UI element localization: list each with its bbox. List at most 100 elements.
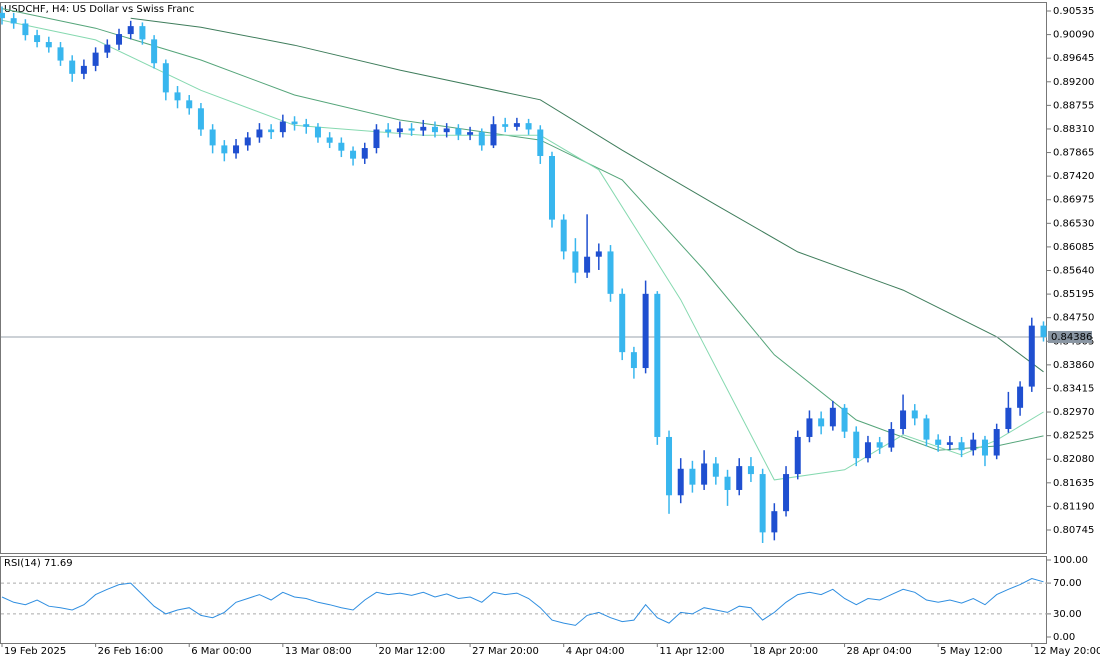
candle-body <box>34 35 41 43</box>
rsi-tick-label: 30.00 <box>1053 609 1082 620</box>
y-tick-label: 0.82525 <box>1053 431 1094 442</box>
candle-body <box>712 463 719 477</box>
candle-body <box>326 137 333 143</box>
y-tick-label: 0.88310 <box>1053 124 1094 135</box>
x-tick-label: 28 Apr 04:00 <box>847 646 912 657</box>
rsi-title: RSI(14) 71.69 <box>4 558 73 569</box>
y-tick-label: 0.85640 <box>1053 266 1094 277</box>
rsi-tick-label: 100.00 <box>1053 555 1088 566</box>
y-tick-label: 0.82080 <box>1053 454 1094 465</box>
y-tick-label: 0.83860 <box>1053 360 1094 371</box>
x-tick-label: 19 Feb 2025 <box>4 646 66 657</box>
x-tick-label: 18 Apr 20:00 <box>753 646 818 657</box>
candle-body <box>396 128 403 133</box>
y-tick-label: 0.90535 <box>1053 6 1094 17</box>
candle-body <box>888 429 895 448</box>
candle-body <box>981 439 988 456</box>
candle-body <box>139 26 146 40</box>
price-label-box <box>1048 330 1092 343</box>
candle-body <box>747 466 754 475</box>
moving-average <box>1 19 1044 481</box>
candle-body <box>10 18 17 24</box>
candle-body <box>490 124 497 146</box>
candle-body <box>689 468 696 485</box>
candle-body <box>233 145 240 154</box>
moving-average <box>130 17 1044 373</box>
candle-body <box>420 126 427 131</box>
candle-body <box>338 142 345 151</box>
candle-body <box>361 148 368 159</box>
candle-body <box>104 44 111 53</box>
candle-body <box>829 407 836 427</box>
rsi-tick-label: 0.00 <box>1053 632 1075 643</box>
candle-body <box>80 65 87 74</box>
x-tick-label: 26 Feb 16:00 <box>98 646 164 657</box>
candle-body <box>116 34 123 45</box>
candle-body <box>443 128 450 133</box>
candle-body <box>57 47 64 61</box>
candle-body <box>946 442 953 445</box>
candle-body <box>303 124 310 127</box>
candle-body <box>22 23 29 36</box>
candle-body <box>431 126 438 133</box>
rsi-panel <box>0 556 1047 644</box>
x-tick-label: 6 Mar 00:00 <box>191 646 251 657</box>
x-tick-label: 5 May 12:00 <box>940 646 1002 657</box>
candle-body <box>572 251 579 273</box>
candle-body <box>630 352 637 369</box>
x-tick-label: 11 Apr 12:00 <box>659 646 724 657</box>
x-tick-label: 13 Mar 08:00 <box>285 646 352 657</box>
rsi-line <box>1 577 1044 626</box>
candle-body <box>806 418 813 437</box>
candle-body <box>595 251 602 257</box>
candle-body <box>502 124 509 127</box>
candle-body <box>69 60 76 74</box>
candle-body <box>268 129 275 133</box>
main-panel <box>0 2 1047 554</box>
candle-body <box>864 442 871 459</box>
candle-body <box>771 511 778 533</box>
candle-body <box>783 474 790 512</box>
candle-body <box>279 121 286 133</box>
y-tick-label: 0.84750 <box>1053 313 1094 324</box>
candle-body <box>584 256 591 273</box>
y-tick-label: 0.81635 <box>1053 478 1094 489</box>
y-tick-label: 0.85195 <box>1053 289 1094 300</box>
y-tick-label: 0.88755 <box>1053 100 1094 111</box>
candle-body <box>127 26 134 35</box>
candle-body <box>174 92 181 101</box>
candle-body <box>794 436 801 475</box>
candle-body <box>841 407 848 432</box>
candle-body <box>607 251 614 294</box>
candle-body <box>291 121 298 125</box>
y-tick-label: 0.89200 <box>1053 77 1094 88</box>
candle-body <box>244 137 251 146</box>
y-tick-label: 0.86085 <box>1053 242 1094 253</box>
candle-body <box>151 39 158 64</box>
candle-body <box>256 129 263 138</box>
candle-body <box>197 108 204 130</box>
y-tick-label: 0.90090 <box>1053 30 1094 41</box>
candle-body <box>537 129 544 156</box>
candle-body <box>548 155 555 220</box>
x-tick-label: 4 Apr 04:00 <box>566 646 625 657</box>
candle-body <box>513 123 520 127</box>
candle-body <box>373 129 380 149</box>
x-tick-label: 20 Mar 12:00 <box>378 646 445 657</box>
candle-body <box>45 42 52 48</box>
candle-body <box>385 129 392 133</box>
candle-body <box>162 63 169 93</box>
candle-body <box>221 145 228 154</box>
candle-body <box>0 12 5 19</box>
candle-body <box>350 150 357 159</box>
price-label: 0.84386 <box>1051 332 1092 343</box>
candle-body <box>92 52 99 66</box>
candle-body <box>560 219 567 252</box>
y-tick-label: 0.80745 <box>1053 525 1094 536</box>
y-tick-label: 0.87420 <box>1053 171 1094 182</box>
rsi-tick-label: 70.00 <box>1053 578 1082 589</box>
y-tick-label: 0.87865 <box>1053 148 1094 159</box>
candle-body <box>759 474 766 533</box>
y-tick-label: 0.83415 <box>1053 383 1094 394</box>
